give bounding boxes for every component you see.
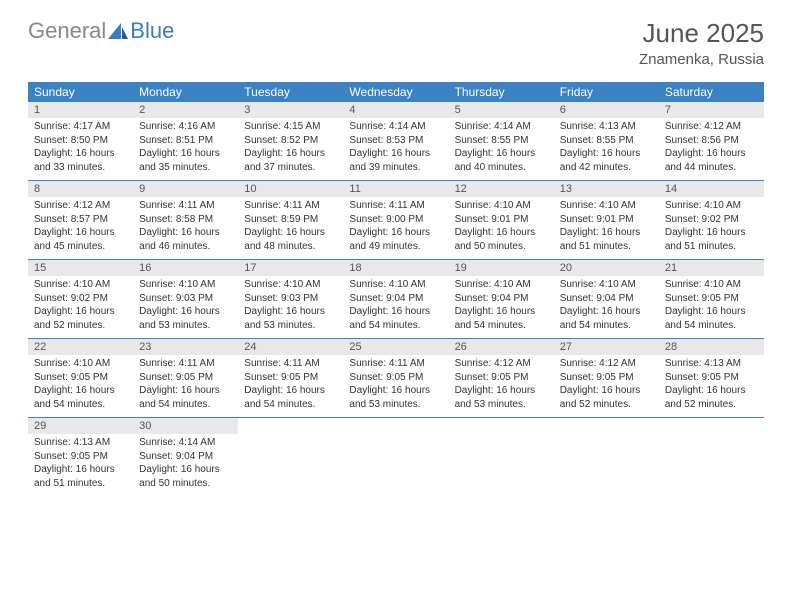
daynum: 29 [28, 418, 133, 435]
day-body: Sunrise: 4:10 AMSunset: 9:02 PMDaylight:… [659, 197, 764, 260]
dayhead: Friday [554, 82, 659, 102]
day-body-empty [343, 434, 448, 496]
week-row: Sunrise: 4:17 AMSunset: 8:50 PMDaylight:… [28, 118, 764, 181]
daynum: 16 [133, 260, 238, 277]
day-body: Sunrise: 4:14 AMSunset: 8:55 PMDaylight:… [449, 118, 554, 181]
day-body: Sunrise: 4:17 AMSunset: 8:50 PMDaylight:… [28, 118, 133, 181]
month-title: June 2025 [639, 18, 764, 49]
dayhead: Saturday [659, 82, 764, 102]
title-block: June 2025 Znamenka, Russia [639, 18, 764, 68]
daynum: 19 [449, 260, 554, 277]
week-row: Sunrise: 4:10 AMSunset: 9:02 PMDaylight:… [28, 276, 764, 339]
location: Znamenka, Russia [639, 51, 764, 68]
day-body: Sunrise: 4:10 AMSunset: 9:02 PMDaylight:… [28, 276, 133, 339]
day-body: Sunrise: 4:16 AMSunset: 8:51 PMDaylight:… [133, 118, 238, 181]
daynum: 26 [449, 339, 554, 356]
day-body: Sunrise: 4:13 AMSunset: 9:05 PMDaylight:… [659, 355, 764, 418]
day-body: Sunrise: 4:10 AMSunset: 9:05 PMDaylight:… [28, 355, 133, 418]
header: General Blue June 2025 Znamenka, Russia [0, 0, 792, 74]
day-body: Sunrise: 4:11 AMSunset: 9:05 PMDaylight:… [238, 355, 343, 418]
daynum: 23 [133, 339, 238, 356]
dayhead: Sunday [28, 82, 133, 102]
daynum: 15 [28, 260, 133, 277]
day-body: Sunrise: 4:10 AMSunset: 9:04 PMDaylight:… [554, 276, 659, 339]
daynum-row: 1234567 [28, 102, 764, 118]
week-row: Sunrise: 4:10 AMSunset: 9:05 PMDaylight:… [28, 355, 764, 418]
daynum: 9 [133, 181, 238, 198]
daynum: 22 [28, 339, 133, 356]
daynum: 14 [659, 181, 764, 198]
dayhead: Wednesday [343, 82, 448, 102]
day-body: Sunrise: 4:10 AMSunset: 9:03 PMDaylight:… [238, 276, 343, 339]
dayhead: Tuesday [238, 82, 343, 102]
daynum-empty [343, 418, 448, 435]
day-body: Sunrise: 4:12 AMSunset: 8:57 PMDaylight:… [28, 197, 133, 260]
day-body: Sunrise: 4:10 AMSunset: 9:04 PMDaylight:… [343, 276, 448, 339]
daynum: 24 [238, 339, 343, 356]
daynum: 7 [659, 102, 764, 118]
daynum: 30 [133, 418, 238, 435]
daynum: 18 [343, 260, 448, 277]
daynum: 5 [449, 102, 554, 118]
day-body-empty [554, 434, 659, 496]
daynum: 4 [343, 102, 448, 118]
calendar-table: SundayMondayTuesdayWednesdayThursdayFrid… [28, 82, 764, 496]
logo-sail-icon [108, 23, 128, 39]
daynum: 20 [554, 260, 659, 277]
day-body: Sunrise: 4:12 AMSunset: 8:56 PMDaylight:… [659, 118, 764, 181]
daynum: 3 [238, 102, 343, 118]
day-body: Sunrise: 4:11 AMSunset: 8:59 PMDaylight:… [238, 197, 343, 260]
day-body: Sunrise: 4:10 AMSunset: 9:05 PMDaylight:… [659, 276, 764, 339]
daynum-row: 22232425262728 [28, 339, 764, 356]
week-row: Sunrise: 4:13 AMSunset: 9:05 PMDaylight:… [28, 434, 764, 496]
day-body: Sunrise: 4:13 AMSunset: 8:55 PMDaylight:… [554, 118, 659, 181]
day-body: Sunrise: 4:14 AMSunset: 8:53 PMDaylight:… [343, 118, 448, 181]
daynum: 8 [28, 181, 133, 198]
logo-text-blue: Blue [130, 18, 174, 44]
daynum-row: 15161718192021 [28, 260, 764, 277]
daynum: 21 [659, 260, 764, 277]
day-body: Sunrise: 4:15 AMSunset: 8:52 PMDaylight:… [238, 118, 343, 181]
daynum-row: 2930 [28, 418, 764, 435]
day-body: Sunrise: 4:11 AMSunset: 8:58 PMDaylight:… [133, 197, 238, 260]
day-body: Sunrise: 4:11 AMSunset: 9:05 PMDaylight:… [133, 355, 238, 418]
daynum: 10 [238, 181, 343, 198]
logo-text-general: General [28, 18, 106, 44]
day-body: Sunrise: 4:10 AMSunset: 9:04 PMDaylight:… [449, 276, 554, 339]
day-body-empty [449, 434, 554, 496]
daynum: 17 [238, 260, 343, 277]
daynum: 2 [133, 102, 238, 118]
dayhead: Thursday [449, 82, 554, 102]
daynum-empty [449, 418, 554, 435]
daynum: 6 [554, 102, 659, 118]
daynum-empty [659, 418, 764, 435]
dayhead-row: SundayMondayTuesdayWednesdayThursdayFrid… [28, 82, 764, 102]
week-row: Sunrise: 4:12 AMSunset: 8:57 PMDaylight:… [28, 197, 764, 260]
daynum: 28 [659, 339, 764, 356]
day-body: Sunrise: 4:12 AMSunset: 9:05 PMDaylight:… [554, 355, 659, 418]
daynum: 27 [554, 339, 659, 356]
day-body: Sunrise: 4:12 AMSunset: 9:05 PMDaylight:… [449, 355, 554, 418]
daynum: 1 [28, 102, 133, 118]
daynum: 13 [554, 181, 659, 198]
day-body: Sunrise: 4:10 AMSunset: 9:01 PMDaylight:… [449, 197, 554, 260]
daynum: 12 [449, 181, 554, 198]
logo: General Blue [28, 18, 174, 44]
daynum-row: 891011121314 [28, 181, 764, 198]
day-body: Sunrise: 4:13 AMSunset: 9:05 PMDaylight:… [28, 434, 133, 496]
day-body: Sunrise: 4:14 AMSunset: 9:04 PMDaylight:… [133, 434, 238, 496]
dayhead: Monday [133, 82, 238, 102]
day-body-empty [659, 434, 764, 496]
day-body: Sunrise: 4:11 AMSunset: 9:00 PMDaylight:… [343, 197, 448, 260]
day-body: Sunrise: 4:11 AMSunset: 9:05 PMDaylight:… [343, 355, 448, 418]
day-body: Sunrise: 4:10 AMSunset: 9:01 PMDaylight:… [554, 197, 659, 260]
day-body: Sunrise: 4:10 AMSunset: 9:03 PMDaylight:… [133, 276, 238, 339]
daynum: 11 [343, 181, 448, 198]
daynum-empty [238, 418, 343, 435]
day-body-empty [238, 434, 343, 496]
daynum-empty [554, 418, 659, 435]
daynum: 25 [343, 339, 448, 356]
